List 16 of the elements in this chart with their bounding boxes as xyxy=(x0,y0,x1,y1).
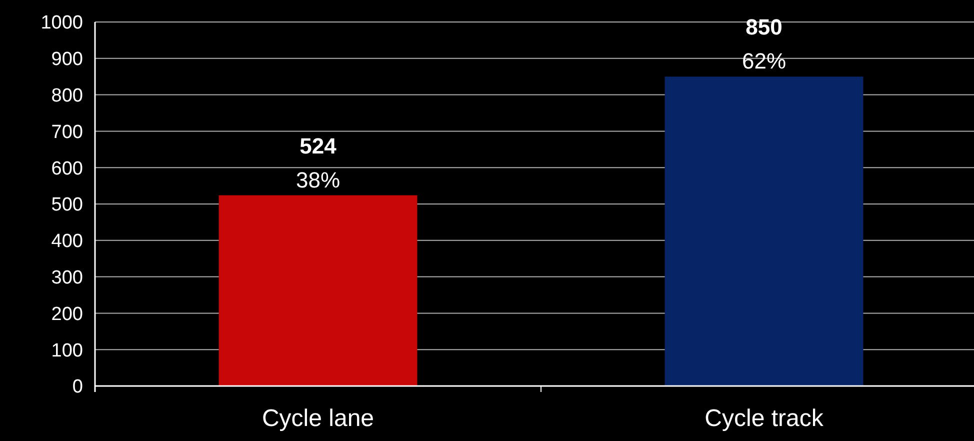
y-tick-label: 400 xyxy=(51,231,83,252)
y-tick-label: 900 xyxy=(51,49,83,70)
y-tick-label: 0 xyxy=(72,376,83,398)
y-tick-label: 700 xyxy=(51,122,83,143)
x-tick-label: Cycle track xyxy=(704,405,824,432)
y-tick-label: 800 xyxy=(51,85,83,106)
annotation: 38% xyxy=(296,167,340,192)
y-tick-label: 1000 xyxy=(40,12,83,34)
y-tick-label: 100 xyxy=(51,340,83,362)
y-tick-label: 500 xyxy=(51,194,83,216)
y-tick-label: 300 xyxy=(51,267,83,288)
x-tick-label: Cycle lane xyxy=(262,405,374,432)
data-label: 524 xyxy=(300,133,338,158)
y-tick-label: 200 xyxy=(51,304,83,325)
data-label: 850 xyxy=(746,14,782,40)
y-tick-label: 600 xyxy=(51,158,83,180)
